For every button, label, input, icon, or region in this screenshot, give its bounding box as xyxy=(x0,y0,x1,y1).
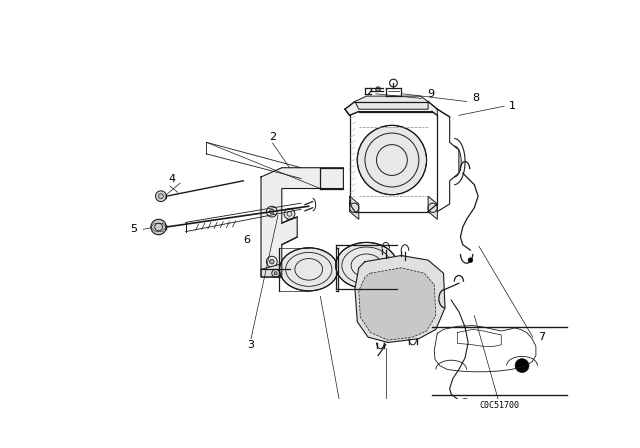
Text: 7: 7 xyxy=(538,332,546,342)
Circle shape xyxy=(156,191,166,202)
Text: 9: 9 xyxy=(427,89,434,99)
Circle shape xyxy=(463,414,467,418)
Circle shape xyxy=(468,258,473,263)
Polygon shape xyxy=(349,196,359,220)
Circle shape xyxy=(269,209,274,214)
Text: 8: 8 xyxy=(472,94,479,103)
Ellipse shape xyxy=(280,248,338,291)
Polygon shape xyxy=(355,255,445,343)
Text: 4: 4 xyxy=(169,173,176,184)
Text: 2: 2 xyxy=(269,132,276,142)
Circle shape xyxy=(284,208,295,220)
Text: 3: 3 xyxy=(248,340,255,350)
Text: 5: 5 xyxy=(131,224,138,234)
Polygon shape xyxy=(428,196,437,220)
Polygon shape xyxy=(355,96,428,109)
Circle shape xyxy=(269,259,274,264)
Ellipse shape xyxy=(336,242,397,289)
Circle shape xyxy=(274,271,277,275)
Polygon shape xyxy=(359,268,436,340)
Polygon shape xyxy=(345,102,437,116)
Text: 6: 6 xyxy=(244,235,251,245)
Circle shape xyxy=(151,220,166,235)
Polygon shape xyxy=(435,326,536,372)
Text: 1: 1 xyxy=(509,101,516,111)
Polygon shape xyxy=(261,168,344,277)
Polygon shape xyxy=(261,262,289,277)
Text: C0C51700: C0C51700 xyxy=(479,401,519,410)
Circle shape xyxy=(515,359,529,373)
Circle shape xyxy=(357,125,427,195)
Circle shape xyxy=(376,87,380,91)
Circle shape xyxy=(459,399,471,411)
